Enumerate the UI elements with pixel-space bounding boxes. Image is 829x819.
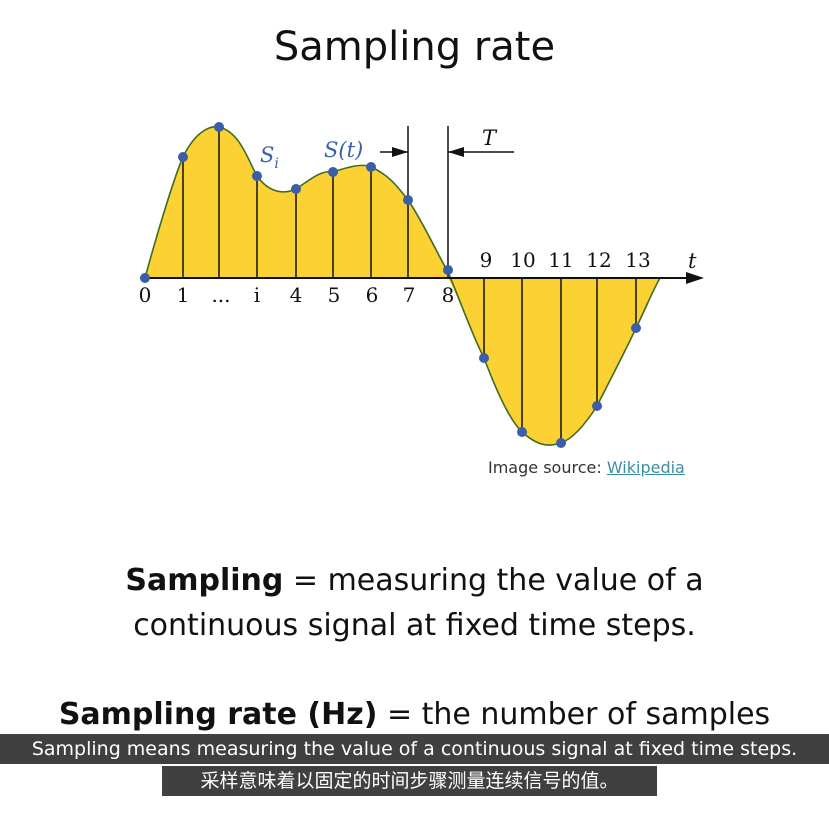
tick-label: 0 <box>139 283 152 307</box>
tick-label: 9 <box>480 248 493 272</box>
period-label: T <box>482 126 498 150</box>
sample-label-subscript: i <box>274 156 278 172</box>
sampling-diagram: 0 1 ... i 4 5 6 7 8 9 10 11 12 13 t Si S… <box>139 122 704 448</box>
sampling-definition-line2: continuous signal at fixed time steps. <box>133 608 696 643</box>
sampling-rate-definition-rest: = the number of samples <box>377 697 771 732</box>
tick-label: 1 <box>177 283 190 307</box>
page-title: Sampling rate <box>273 24 556 70</box>
wikipedia-link[interactable]: Wikipedia <box>606 458 685 477</box>
axis-label: t <box>688 249 697 273</box>
sample-label: Si <box>260 143 279 172</box>
sampling-term: Sampling <box>125 563 284 598</box>
image-source: Image source: Wikipedia <box>488 458 685 477</box>
tick-label: 13 <box>625 248 650 272</box>
sampling-definition-line1: Sampling = measuring the value of a <box>0 558 829 603</box>
tick-label: 12 <box>586 248 611 272</box>
tick-label: 8 <box>442 283 455 307</box>
period-arrow-right <box>448 147 464 157</box>
signal-label: S(t) <box>324 138 363 162</box>
subtitle-chinese: 采样意味着以固定的时间步骤测量连续信号的值。 <box>162 766 657 796</box>
tick-label: 4 <box>290 283 303 307</box>
time-axis-arrow <box>686 272 704 284</box>
sample-label-base: S <box>260 143 274 167</box>
tick-label: 7 <box>403 283 416 307</box>
subtitle-english: Sampling means measuring the value of a … <box>0 734 829 764</box>
sampling-definition-rest: = measuring the value of a <box>283 563 704 598</box>
period-arrow-left <box>392 147 408 157</box>
tick-label: 10 <box>510 248 535 272</box>
tick-label: 11 <box>548 248 573 272</box>
tick-label: 5 <box>328 283 341 307</box>
sampling-rate-term: Sampling rate (Hz) <box>58 697 378 732</box>
sampling-definition: Sampling = measuring the value of a cont… <box>0 558 829 648</box>
image-source-prefix: Image source: <box>488 458 607 477</box>
sample-points <box>140 122 641 448</box>
signal-area <box>145 126 660 446</box>
tick-label: ... <box>211 283 230 307</box>
tick-label: i <box>254 283 260 307</box>
tick-label: 6 <box>366 283 379 307</box>
sampling-rate-definition: Sampling rate (Hz) = the number of sampl… <box>0 692 829 737</box>
